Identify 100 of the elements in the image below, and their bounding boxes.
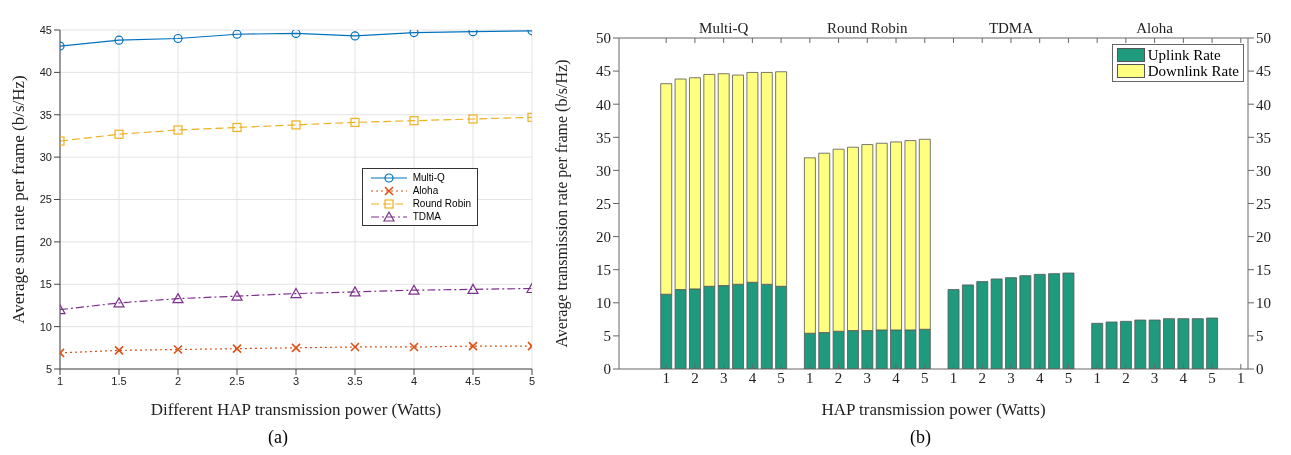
text: (a) bbox=[267, 427, 289, 448]
x-axis-title: HAP transmission power (Watts) bbox=[821, 400, 1046, 419]
x-tick-label: 2 bbox=[1122, 369, 1130, 386]
y2-tick-label: 30 bbox=[1256, 162, 1271, 179]
y-tick-label: 40 bbox=[39, 66, 52, 79]
x-tick-label: 1 bbox=[806, 369, 814, 386]
point bbox=[232, 343, 242, 354]
bar bbox=[1048, 273, 1060, 369]
x-tick-label: 3 bbox=[719, 369, 728, 386]
x-tick-label: 2.5 bbox=[229, 374, 245, 387]
x-tick-label: 2 bbox=[691, 369, 699, 386]
bar bbox=[962, 284, 974, 369]
bar bbox=[1091, 322, 1104, 369]
y-tick-label: 25 bbox=[39, 193, 52, 206]
y-tick-label: 45 bbox=[39, 23, 52, 36]
y-tick-label: 40 bbox=[596, 96, 611, 113]
y-tick-label: 35 bbox=[596, 129, 611, 146]
bar bbox=[1005, 277, 1017, 369]
y2-tick-label: 40 bbox=[1256, 96, 1271, 113]
point bbox=[291, 120, 301, 130]
x-tick-label: 4 bbox=[410, 374, 418, 387]
y2-tick-label: 20 bbox=[1256, 228, 1271, 245]
text: Round Robin bbox=[827, 20, 909, 36]
bar bbox=[1206, 317, 1219, 369]
x-tick-label: 5 bbox=[1064, 369, 1073, 386]
point bbox=[173, 33, 183, 44]
point bbox=[409, 342, 419, 352]
x-tick-label: 3 bbox=[1150, 369, 1159, 386]
x-tick-label: 5 bbox=[1208, 369, 1216, 386]
bar bbox=[1019, 275, 1032, 369]
y2-tick-label: 0 bbox=[1256, 361, 1264, 378]
legend-label: TDMA bbox=[412, 211, 441, 222]
bar bbox=[990, 278, 1003, 369]
point bbox=[468, 30, 478, 37]
y-tick-label: 10 bbox=[596, 295, 611, 312]
point bbox=[114, 129, 124, 139]
y-tick-label: 50 bbox=[596, 30, 611, 47]
y2-tick-label: 50 bbox=[1256, 30, 1271, 47]
x-tick-label: 3 bbox=[292, 374, 300, 387]
y-tick-label: 45 bbox=[596, 63, 611, 80]
bar bbox=[1177, 318, 1190, 369]
x-tick-label: 1 bbox=[1093, 369, 1101, 386]
y2-tick-label: 5 bbox=[1256, 328, 1264, 345]
bar bbox=[1163, 318, 1175, 369]
point bbox=[350, 31, 360, 41]
point bbox=[232, 122, 242, 133]
x-tick-label: 5 bbox=[921, 369, 929, 386]
y-tick-label: 35 bbox=[39, 108, 52, 121]
y-tick-label: 20 bbox=[596, 228, 611, 245]
x-tick-label: 4 bbox=[892, 369, 901, 386]
point bbox=[468, 341, 478, 351]
x-tick-label: 4 bbox=[1035, 369, 1044, 386]
x-tick-label: 4 bbox=[1179, 369, 1188, 386]
y-tick-label: 15 bbox=[39, 278, 52, 291]
x-tick-label: 1 bbox=[662, 369, 670, 386]
bar bbox=[1105, 321, 1118, 369]
point bbox=[350, 117, 360, 127]
legend-label: Uplink Rate bbox=[1146, 46, 1222, 63]
y2-tick-label: 25 bbox=[1256, 195, 1271, 212]
point bbox=[173, 344, 183, 355]
x-tick-label: 5 bbox=[777, 369, 785, 386]
x-tick-label: 1 bbox=[56, 374, 64, 387]
point bbox=[467, 283, 479, 294]
y2-tick-label: 45 bbox=[1256, 63, 1271, 80]
x-tick-label: 5 bbox=[528, 374, 536, 387]
bar bbox=[1148, 319, 1161, 369]
text: Multi-Q bbox=[699, 20, 749, 36]
x-tick-label: 1.5 bbox=[111, 374, 127, 387]
legend-label: Multi-Q bbox=[412, 172, 445, 183]
legend-label: Aloha bbox=[412, 185, 439, 196]
point bbox=[231, 290, 243, 301]
y-tick-label: 25 bbox=[596, 195, 611, 212]
y2-tick-label: 35 bbox=[1256, 129, 1271, 146]
text: (b) bbox=[909, 427, 932, 448]
bar bbox=[947, 289, 960, 369]
point bbox=[349, 286, 361, 297]
bar bbox=[976, 281, 989, 369]
x-tick-label: 2 bbox=[834, 369, 843, 386]
bar bbox=[1191, 318, 1204, 369]
x-tick-label: 2 bbox=[978, 369, 986, 386]
x-tick-label: 4 bbox=[748, 369, 757, 386]
point bbox=[114, 35, 124, 45]
y-tick-label: 30 bbox=[39, 151, 52, 164]
y2-tick-label: 10 bbox=[1256, 295, 1271, 312]
x-tick-label: 3 bbox=[1007, 369, 1015, 386]
legend-label: Round Robin bbox=[412, 198, 471, 209]
point bbox=[409, 116, 419, 126]
bar bbox=[1134, 319, 1147, 369]
point bbox=[172, 293, 184, 304]
x-tick-label: 4.5 bbox=[465, 374, 481, 387]
point bbox=[114, 345, 124, 356]
x-axis-title: Different HAP transmission power (Watts) bbox=[150, 400, 442, 419]
legend-label: Downlink Rate bbox=[1146, 62, 1239, 79]
x-tick-label: 3.5 bbox=[347, 374, 363, 387]
y-axis-title: Average transmission rate per frame (b/s/Hz) bbox=[552, 59, 571, 348]
y-tick-label: 10 bbox=[39, 320, 52, 333]
text: TDMA bbox=[988, 20, 1034, 36]
point bbox=[173, 125, 183, 135]
bar bbox=[1120, 320, 1132, 369]
point bbox=[468, 114, 478, 124]
